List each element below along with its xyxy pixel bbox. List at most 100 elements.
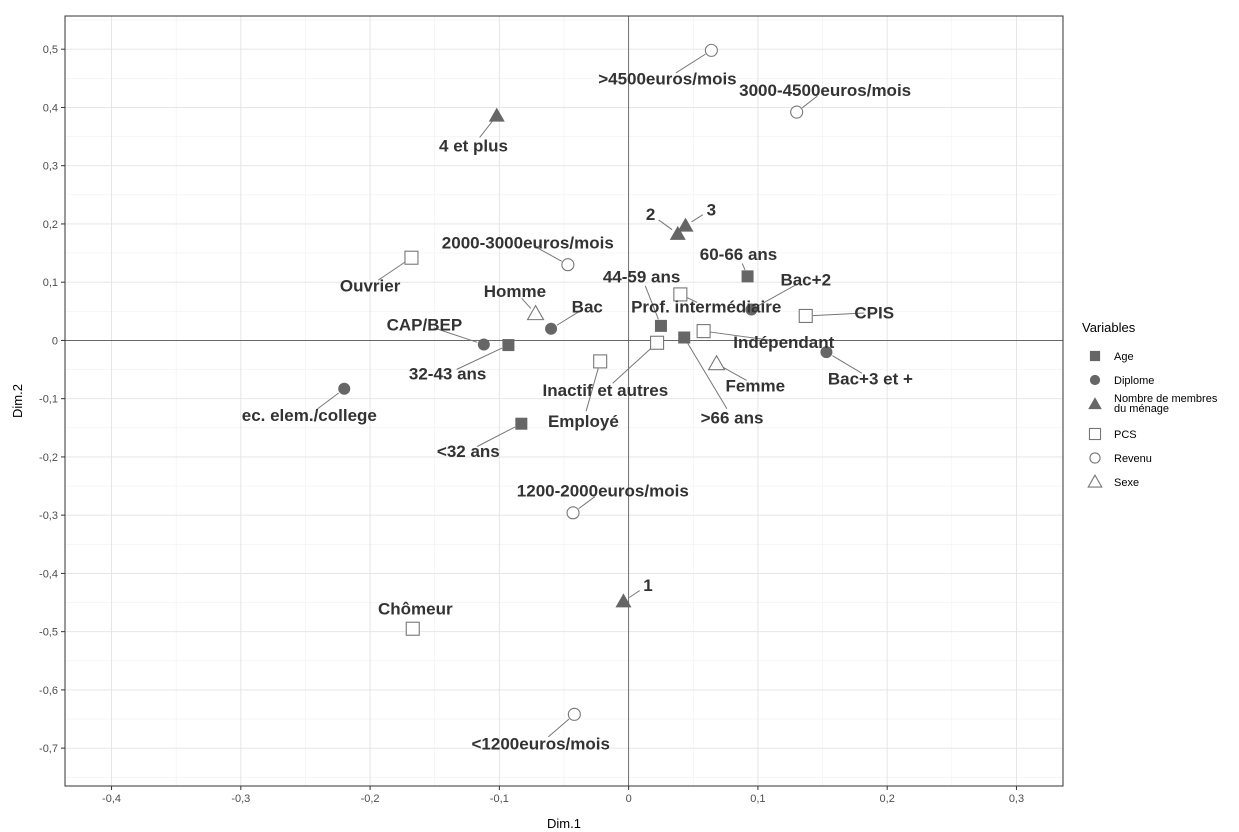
- data-point: [566, 506, 580, 520]
- leader-line: [644, 285, 659, 320]
- point-label: 4 et plus: [439, 136, 508, 155]
- y-tick-label: 0,5: [43, 44, 58, 56]
- legend-key: [1089, 374, 1101, 386]
- leader-line: [536, 246, 562, 262]
- y-tick-label: 0,3: [43, 161, 58, 173]
- data-points: [338, 43, 833, 721]
- leader-line: [658, 219, 673, 231]
- reference-lines: [65, 16, 1063, 786]
- x-axis-title: Dim.1: [547, 816, 581, 831]
- y-tick-label: 0: [52, 335, 58, 347]
- leader-line: [675, 53, 706, 74]
- point-label: 60-66 ans: [700, 245, 778, 264]
- point-label: Indépendant: [733, 333, 834, 352]
- x-tick-label: 0,2: [880, 793, 895, 805]
- data-point: [678, 331, 691, 344]
- x-tick-label: -0,2: [361, 793, 380, 805]
- leader-line: [612, 347, 653, 384]
- y-tick-label: -0,6: [39, 685, 58, 697]
- leader-line: [433, 327, 478, 343]
- leader-line: [378, 261, 406, 281]
- x-tick-label: 0,3: [1009, 793, 1024, 805]
- label-leader-lines: [317, 53, 865, 738]
- point-label: Chômeur: [378, 599, 453, 618]
- legend-key: [1088, 427, 1102, 441]
- point-label: 3000-4500euros/mois: [739, 81, 911, 100]
- leader-line: [832, 355, 863, 374]
- point-label: Prof. intermédiaire: [631, 298, 781, 317]
- data-point: [704, 43, 718, 57]
- point-label: CAP/BEP: [387, 316, 463, 335]
- legend-key: [1089, 452, 1101, 464]
- point-label: 3: [707, 200, 716, 219]
- point-labels: 60-66 ans 44-59 ans >66 ans 32-43 ans <32 an…: [242, 69, 913, 753]
- point-label: 1: [643, 576, 652, 595]
- data-point: [650, 335, 665, 350]
- data-point: [502, 339, 515, 352]
- panel-border: [64, 15, 1064, 787]
- y-tick-label: -0,3: [39, 510, 58, 522]
- point-label: Bac+2: [780, 270, 831, 289]
- data-point: [820, 346, 833, 359]
- data-point: [798, 308, 813, 324]
- x-tick-label: -0,3: [231, 793, 250, 805]
- major-grid: [65, 16, 1063, 786]
- point-label: 2: [646, 205, 655, 224]
- data-point: [526, 304, 545, 321]
- y-axis-title: Dim.2: [10, 384, 25, 418]
- leader-line: [741, 263, 746, 271]
- data-point: [615, 593, 632, 608]
- leader-line: [629, 590, 640, 598]
- point-label: Employé: [548, 412, 619, 431]
- point-label: ec. elem./college: [242, 406, 377, 425]
- leader-line: [691, 214, 704, 223]
- data-point: [673, 287, 688, 302]
- leader-line: [585, 367, 599, 412]
- y-tick-label: 0,1: [43, 277, 58, 289]
- point-label: <1200euros/mois: [472, 734, 610, 753]
- y-axis-ticks: -0,7 -0,6 -0,5 -0,4 -0,3 -0,2 -0,1 0 0,1 0,2 0,3 0,…: [39, 44, 65, 755]
- y-tick-label: -0,2: [39, 452, 58, 464]
- y-tick-label: -0,7: [39, 743, 58, 755]
- y-tick-label: -0,1: [39, 394, 58, 406]
- data-point: [745, 303, 758, 316]
- x-tick-label: 0: [626, 793, 632, 805]
- legend-key: [1087, 474, 1103, 488]
- point-label: Homme: [484, 282, 546, 301]
- leader-line: [710, 331, 774, 342]
- point-label: Ouvrier: [340, 277, 401, 296]
- y-tick-label: 0,4: [43, 102, 58, 114]
- legend-label: Age: [1114, 351, 1134, 363]
- point-label: 32-43 ans: [409, 365, 487, 384]
- data-point: [545, 322, 558, 335]
- point-label: Bac: [572, 298, 603, 317]
- leader-line: [722, 366, 747, 381]
- data-point: [677, 217, 694, 232]
- leader-line: [801, 95, 818, 109]
- leader-line: [578, 496, 596, 510]
- data-point: [515, 417, 528, 430]
- y-tick-label: -0,5: [39, 627, 58, 639]
- data-point: [696, 324, 711, 339]
- point-label: <32 ans: [437, 442, 500, 461]
- x-axis-ticks: -0,4 -0,3 -0,2 -0,1 0 0,1 0,2 0,3: [102, 786, 1024, 805]
- legend-key: [1088, 397, 1102, 410]
- legend: Variables Age Diplome Nombre de membresdu …: [1082, 320, 1218, 489]
- data-point: [488, 107, 505, 122]
- legend-label: PCS: [1114, 429, 1137, 441]
- leader-line: [317, 392, 339, 410]
- point-label: >4500euros/mois: [598, 69, 736, 88]
- point-label: 44-59 ans: [603, 267, 681, 286]
- legend-label: Nombre de membres: [1114, 393, 1218, 405]
- point-label: CPIS: [854, 303, 894, 322]
- y-tick-label: 0,2: [43, 219, 58, 231]
- data-point: [338, 382, 351, 395]
- point-label: 2000-3000euros/mois: [442, 234, 614, 253]
- leader-line: [456, 347, 503, 370]
- y-tick-label: -0,4: [39, 568, 58, 580]
- legend-label: du ménage: [1114, 403, 1169, 415]
- x-tick-label: -0,4: [102, 793, 121, 805]
- data-point: [567, 707, 581, 721]
- x-tick-label: -0,1: [490, 793, 509, 805]
- leader-line: [521, 297, 532, 309]
